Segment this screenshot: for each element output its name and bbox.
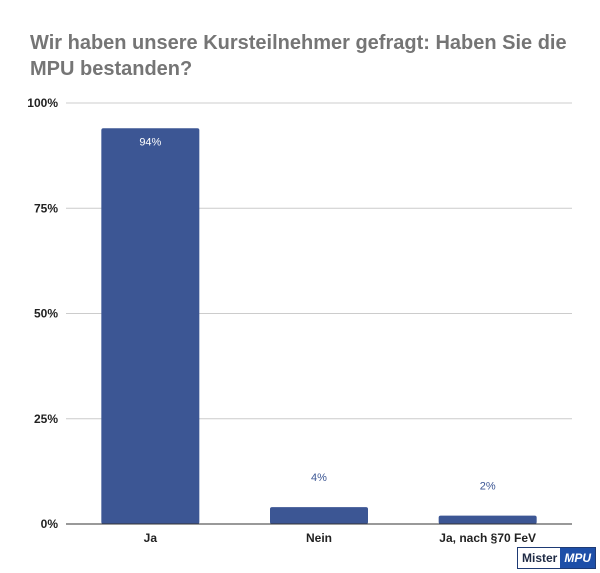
y-tick-label: 100% [27,96,58,110]
chart-title: Wir haben unsere Kursteilnehmer gefragt:… [30,32,567,80]
logo-text-mister: Mister [517,548,561,568]
data-label: 2% [480,481,496,493]
bar [438,515,537,524]
x-tick-label: Ja [144,531,158,545]
bar [101,128,200,524]
x-tick-label: Nein [306,531,332,545]
y-tick-label: 75% [34,201,58,215]
bar [270,507,368,524]
data-label: 94% [139,136,161,148]
logo-text-mpu: MPU [560,548,595,568]
y-tick-label: 25% [34,412,58,426]
y-tick-label: 0% [41,517,59,531]
data-label: 4% [311,472,327,484]
y-tick-label: 50% [34,307,58,321]
mister-mpu-logo: Mister MPU [516,547,596,569]
x-tick-label: Ja, nach §70 FeV [439,531,536,545]
